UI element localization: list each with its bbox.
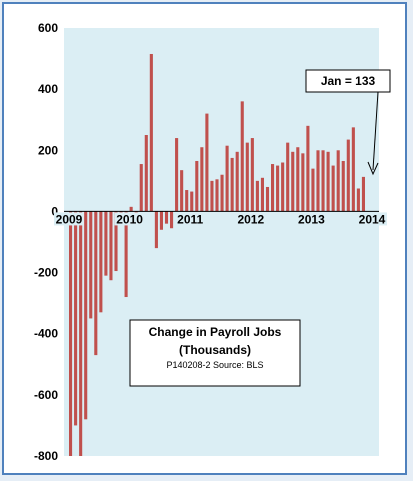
bar [276,165,280,212]
x-tick-label-bg [114,212,145,226]
bar [94,211,98,356]
bar [356,188,360,212]
bar [124,211,128,298]
bar [74,211,78,426]
bar [195,160,199,212]
y-tick-label: -200 [34,266,58,280]
bar [296,147,300,212]
callout-arrow-line [372,91,379,171]
bar [109,211,113,281]
x-tick-label: 2012 [237,212,264,226]
bar [336,150,340,212]
bar [69,211,73,456]
callout-label: Jan = 133 [321,74,376,88]
bar [200,147,204,212]
bar [361,176,365,212]
x-tick-label: 2013 [298,212,325,226]
x-axis-ticks: 2009 2010 2011 2012 2013 2014 [54,212,387,226]
bar [331,165,335,212]
bar [210,180,214,212]
bar [99,211,103,313]
chart-frame: 600 400 200 0 -200 -400 -600 -800 2009 2010 2011 2… [2,2,407,475]
bar [230,157,234,212]
bar [250,138,254,212]
y-tick-label: 400 [38,82,58,96]
bar [129,206,133,212]
bar [271,164,275,212]
bar [79,211,83,456]
bar [215,179,219,212]
callout-box [305,69,391,93]
bar [205,113,209,212]
y-axis-ticks: 600 400 200 0 -200 -400 -600 -800 [34,21,58,463]
bar [240,101,244,212]
bar [351,127,355,212]
x-tick-label-bg [175,212,206,226]
bar [89,211,93,319]
x-tick-label-bg [296,212,327,226]
bar [235,151,239,212]
y-tick-label: -800 [34,449,58,463]
bar [154,211,158,249]
chart-subtitle: (Thousands) [179,343,251,357]
bar [326,151,330,212]
chart-title: Change in Payroll Jobs [149,325,282,339]
bar [265,186,270,212]
bar [190,191,194,212]
bar [185,190,189,212]
bar [170,211,174,229]
y-tick-label: 200 [38,143,58,157]
bar [175,138,179,212]
x-tick-label: 2009 [56,212,83,226]
bar [321,150,325,212]
chart-source: P140208-2 Source: BLS [166,360,263,370]
x-tick-label: 2014 [359,212,386,226]
bar [346,139,350,212]
bar [281,162,285,212]
bar [104,211,108,276]
bar [255,180,259,212]
y-tick-label: 600 [38,21,58,35]
bar [84,211,88,420]
bar [180,170,184,212]
bar [139,164,143,212]
title-box [129,319,301,387]
x-tick-label: 2011 [177,212,203,226]
x-tick-label-bg [235,212,266,226]
bar [316,150,320,212]
bar [291,151,295,212]
bar [311,168,315,212]
bar [149,53,153,212]
bar [164,211,169,224]
x-tick-label-bg [54,212,84,226]
bar [341,160,345,212]
bar [114,211,118,272]
y-tick-label: -600 [34,388,58,402]
bar [245,142,249,212]
bar [286,142,290,212]
bars-layer [69,53,365,456]
bar [220,174,224,212]
y-tick-label: 0 [51,204,58,218]
x-tick-label-bg [357,212,387,226]
bar [301,153,305,212]
callout-arrowhead [367,161,379,176]
bar [225,145,229,212]
y-tick-label: -400 [34,327,58,341]
bar [144,135,148,212]
bar [159,211,163,230]
bar [260,177,264,212]
x-tick-label: 2010 [116,212,143,226]
bar [306,125,310,212]
